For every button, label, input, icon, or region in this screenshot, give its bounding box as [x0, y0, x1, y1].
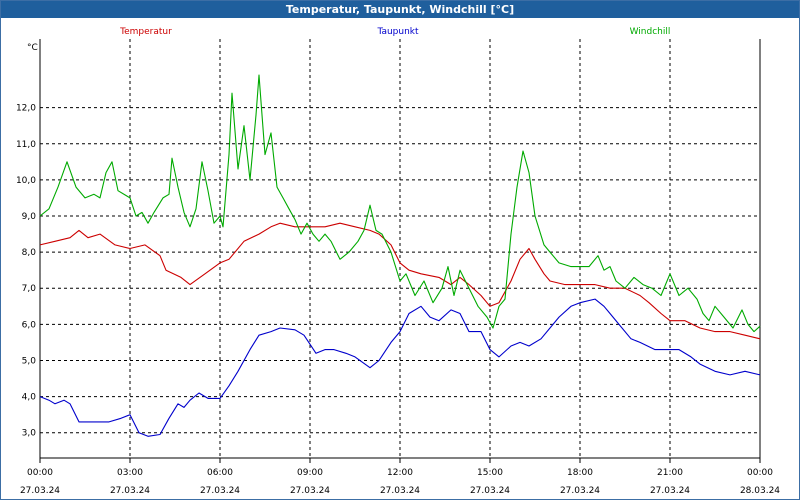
y-tick-label: 12,0 — [16, 104, 36, 114]
x-tick-date: 27.03.24 — [560, 486, 600, 496]
x-tick-time: 00:00 — [27, 468, 53, 478]
x-tick-date: 27.03.24 — [650, 486, 690, 496]
legend-entry-windchill: Windchill — [630, 27, 671, 37]
y-tick-label: 10,0 — [16, 176, 36, 186]
x-tick-date: 27.03.24 — [200, 486, 240, 496]
x-tick-date: 28.03.24 — [740, 486, 780, 496]
x-tick-time: 00:00 — [747, 468, 773, 478]
series-line-taupunkt — [39, 298, 761, 437]
x-tick-time: 03:00 — [117, 468, 143, 478]
x-tick-time: 15:00 — [477, 468, 503, 478]
legend-entry-taupunkt: Taupunkt — [376, 27, 419, 37]
y-tick-label: 8,0 — [22, 248, 37, 258]
y-tick-label: 5,0 — [22, 356, 37, 366]
y-tick-label: 9,0 — [22, 212, 37, 222]
legend-entry-temperatur: Temperatur — [119, 27, 172, 37]
x-tick-date: 27.03.24 — [380, 486, 420, 496]
y-tick-label: 11,0 — [16, 140, 36, 150]
x-tick-date: 27.03.24 — [470, 486, 510, 496]
x-tick-time: 18:00 — [567, 468, 593, 478]
y-tick-label: 3,0 — [22, 429, 37, 439]
window-title: Temperatur, Taupunkt, Windchill [°C] — [1, 1, 799, 18]
x-tick-time: 21:00 — [657, 468, 683, 478]
y-axis-unit: °C — [27, 43, 38, 53]
x-tick-date: 27.03.24 — [20, 486, 60, 496]
y-tick-label: 7,0 — [22, 284, 37, 294]
y-tick-label: 4,0 — [22, 393, 37, 403]
series-line-temperatur — [39, 222, 761, 340]
x-tick-time: 12:00 — [387, 468, 413, 478]
x-tick-date: 27.03.24 — [110, 486, 150, 496]
y-tick-label: 6,0 — [22, 320, 37, 330]
x-tick-time: 09:00 — [297, 468, 323, 478]
series-line-windchill — [39, 74, 761, 333]
x-tick-time: 06:00 — [207, 468, 233, 478]
x-tick-date: 27.03.24 — [290, 486, 330, 496]
